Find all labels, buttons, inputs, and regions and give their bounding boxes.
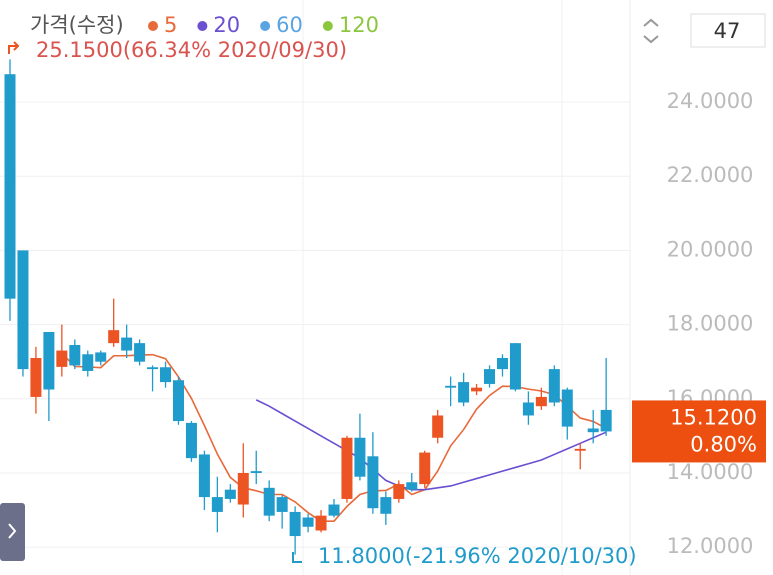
spinner[interactable] [643, 18, 659, 44]
candle-body [522, 402, 534, 416]
candle-body [548, 369, 560, 403]
ma-line [255, 399, 607, 491]
candle-body [406, 482, 418, 490]
candle-body [354, 437, 366, 477]
grid [0, 101, 630, 548]
legend-label: 60 [276, 13, 303, 37]
change-label: 0.80% [690, 432, 757, 456]
candle-body [250, 471, 262, 473]
y-axis: 12.000014.000016.000018.000020.000022.00… [667, 89, 754, 558]
candle-body [108, 330, 120, 344]
expand-icon[interactable] [8, 523, 17, 539]
candles [4, 59, 612, 555]
candle-body [393, 484, 405, 499]
candle-body [574, 448, 586, 451]
candle-body [484, 369, 496, 384]
min-arrow [292, 552, 302, 563]
chart-title: 가격(수정) [30, 13, 124, 37]
candle-body [82, 354, 94, 371]
candle-body [276, 497, 288, 512]
candle-body [302, 517, 314, 527]
candle-body [471, 387, 483, 392]
candle-body [561, 389, 573, 427]
spinner-arrows[interactable] [643, 18, 659, 44]
max-label: 25.1500(66.34% 2020/09/30) [36, 38, 347, 62]
candle-body [445, 385, 457, 388]
candle-body [367, 456, 379, 509]
candle-body [56, 350, 68, 367]
last-price-box: 15.1200 0.80% [632, 400, 766, 463]
legend-dot [148, 21, 158, 31]
legend-dot [260, 21, 271, 31]
candle-body [600, 409, 612, 432]
candle-body [121, 337, 133, 351]
candle-body [419, 452, 431, 485]
y-tick-label: 18.0000 [667, 312, 754, 336]
candle-body [237, 472, 249, 505]
last-price: 15.1200 [670, 405, 757, 429]
legend: 5 20 60 120 [148, 13, 379, 37]
candle-body [328, 504, 340, 516]
candle-body [289, 511, 301, 537]
legend-dot [197, 21, 208, 31]
y-tick-label: 20.0000 [667, 237, 754, 261]
candle-body [211, 497, 223, 512]
candle-body [172, 380, 184, 422]
candle-body [69, 345, 81, 366]
candle-body [496, 357, 508, 370]
y-tick-label: 22.0000 [667, 163, 754, 187]
candle-body [224, 489, 236, 499]
candle-body [380, 497, 392, 514]
candle-body [185, 422, 197, 459]
y-tick-label: 12.0000 [667, 534, 754, 558]
candle-body [160, 367, 172, 383]
candle-body [198, 454, 210, 498]
legend-label: 120 [339, 13, 379, 37]
candle-body [458, 382, 470, 403]
y-tick-label: 24.0000 [667, 89, 754, 113]
candle-body [95, 352, 107, 362]
candle-body [43, 332, 55, 390]
expand-button[interactable] [0, 503, 25, 561]
ma-lines [61, 352, 607, 523]
legend-label: 20 [213, 13, 240, 37]
candle-body [134, 343, 146, 362]
candle-body [30, 357, 42, 397]
min-label: 11.8000(-21.96% 2020/10/30) [318, 544, 637, 568]
legend-dot [322, 21, 333, 31]
candle-body [315, 515, 327, 531]
last-price-bg [632, 400, 766, 463]
max-arrow [8, 41, 20, 54]
candle-body [341, 437, 353, 499]
period-input[interactable] [690, 13, 766, 48]
candle-body [17, 250, 29, 370]
ma-line [61, 352, 607, 523]
candle-body [147, 367, 159, 370]
candle-body [587, 428, 599, 433]
candle-body [4, 74, 16, 299]
candle-body [509, 343, 521, 390]
period-value[interactable]: 47 [714, 19, 741, 43]
candle-body [432, 415, 444, 438]
candle-body [263, 487, 275, 516]
legend-label: 5 [164, 13, 177, 37]
y-tick-label: 14.0000 [667, 460, 754, 484]
candle-body [535, 396, 547, 407]
